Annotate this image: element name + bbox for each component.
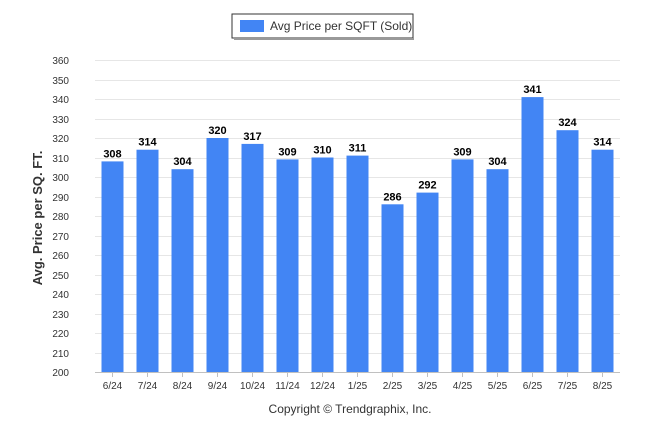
bar-7-25[interactable]: [556, 130, 579, 372]
legend-label: Avg Price per SQFT (Sold): [270, 19, 412, 33]
x-tick-label: 12/24: [310, 381, 335, 392]
bar-8-24[interactable]: [171, 169, 194, 372]
x-tick-label: 5/25: [488, 381, 508, 392]
legend-swatch: [240, 20, 264, 32]
bar-4-25[interactable]: [451, 159, 474, 372]
data-label: 314: [593, 137, 612, 149]
bar-8-25[interactable]: [591, 149, 614, 372]
y-tick-label: 280: [52, 212, 69, 223]
x-tick-label: 6/24: [103, 381, 123, 392]
bar-1-25[interactable]: [346, 155, 369, 372]
data-label: 304: [173, 156, 192, 168]
y-tick-label: 210: [52, 349, 69, 360]
y-tick-label: 200: [52, 368, 69, 379]
bar-3-25[interactable]: [416, 192, 439, 372]
y-tick-label: 240: [52, 290, 69, 301]
data-label: 311: [349, 143, 367, 155]
y-axis-title: Avg. Price per SQ. FT.: [30, 151, 45, 286]
y-tick-label: 300: [52, 173, 69, 184]
bar-11-24[interactable]: [276, 159, 299, 372]
y-tick-label: 360: [52, 56, 69, 67]
data-label: 320: [208, 125, 226, 137]
data-label: 309: [278, 146, 296, 158]
bar-2-25[interactable]: [381, 204, 404, 372]
bar-9-24[interactable]: [206, 138, 229, 372]
x-tick-label: 6/25: [523, 381, 543, 392]
y-tick-label: 290: [52, 193, 69, 204]
y-tick-label: 270: [52, 232, 69, 243]
bar-7-24[interactable]: [136, 149, 159, 372]
x-tick-label: 7/24: [138, 381, 158, 392]
x-axis-ticks: 6/24 7/24 8/24 9/24 10/24 11/24 12/24 1/25 2/25 3…: [103, 372, 613, 392]
y-tick-label: 330: [52, 115, 69, 126]
x-tick-label: 3/25: [418, 381, 438, 392]
x-tick-label: 9/24: [208, 381, 228, 392]
data-label: 304: [488, 156, 507, 168]
x-tick-label: 8/24: [173, 381, 193, 392]
data-label: 308: [103, 148, 121, 160]
bar-6-24[interactable]: [101, 161, 124, 372]
data-label: 324: [558, 117, 577, 129]
y-tick-label: 230: [52, 310, 69, 321]
bar-12-24[interactable]: [311, 157, 334, 373]
copyright-footer: Copyright © Trendgraphix, Inc.: [269, 402, 432, 416]
legend[interactable]: Avg Price per SQFT (Sold): [231, 13, 414, 40]
bar-6-25[interactable]: [521, 97, 544, 372]
bar-10-24[interactable]: [241, 143, 264, 372]
data-label: 314: [138, 137, 157, 149]
y-axis-ticks: 200 210 220 230 240 250 260 270 280 290 300 310 320 3…: [52, 56, 69, 379]
x-tick-label: 11/24: [275, 381, 300, 392]
data-label: 341: [523, 84, 541, 96]
data-label: 286: [383, 191, 401, 203]
x-tick-label: 7/25: [558, 381, 578, 392]
y-tick-label: 250: [52, 271, 69, 282]
data-label: 309: [453, 146, 471, 158]
data-label: 292: [418, 180, 436, 192]
y-tick-label: 320: [52, 134, 69, 145]
y-tick-label: 350: [52, 76, 69, 87]
bars: [101, 97, 614, 373]
y-tick-label: 340: [52, 95, 69, 106]
bar-5-25[interactable]: [486, 169, 509, 372]
data-label: 317: [243, 131, 261, 143]
x-tick-label: 8/25: [593, 381, 613, 392]
data-label: 310: [313, 145, 331, 157]
y-tick-label: 260: [52, 251, 69, 262]
y-tick-label: 220: [52, 329, 69, 340]
data-labels: 308 314 304 320 317 309 310 311 286 292 309 304 341 3…: [103, 84, 612, 203]
x-tick-label: 4/25: [453, 381, 473, 392]
x-tick-label: 1/25: [348, 381, 368, 392]
x-tick-label: 10/24: [240, 381, 265, 392]
y-tick-label: 310: [52, 154, 69, 165]
x-tick-label: 2/25: [383, 381, 403, 392]
